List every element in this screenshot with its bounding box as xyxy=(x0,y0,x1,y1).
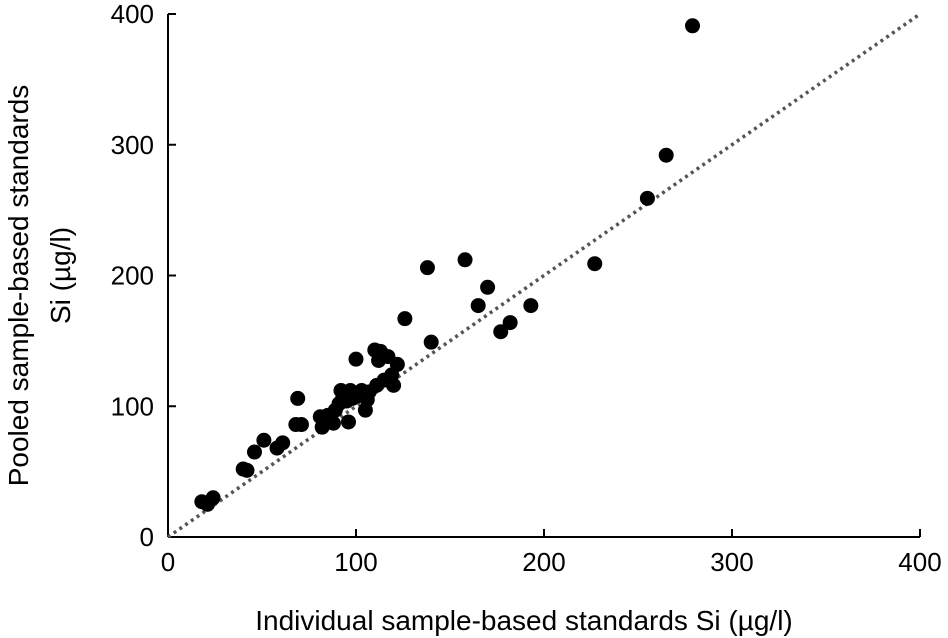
x-tick-label: 100 xyxy=(334,547,377,577)
data-point xyxy=(256,432,272,448)
data-point xyxy=(658,147,674,163)
data-point xyxy=(502,315,518,331)
y-tick-label: 400 xyxy=(111,0,154,29)
data-point xyxy=(348,351,364,367)
data-point xyxy=(314,419,330,435)
reference-line xyxy=(167,12,921,539)
data-point xyxy=(685,18,701,34)
x-tick-label: 200 xyxy=(522,547,565,577)
y-axis-label-line-1: Pooled sample-based standards xyxy=(3,85,34,487)
x-tick-label: 0 xyxy=(161,547,175,577)
data-point xyxy=(423,334,439,350)
x-tick-label: 300 xyxy=(710,547,753,577)
data-point xyxy=(325,415,341,431)
data-point xyxy=(290,390,306,406)
data-point xyxy=(639,190,655,206)
data-point xyxy=(523,298,539,314)
data-point xyxy=(293,417,309,433)
data-point xyxy=(493,324,509,340)
y-tick-label: 200 xyxy=(111,261,154,291)
y-tick-label: 0 xyxy=(140,522,154,552)
data-point xyxy=(205,490,221,506)
data-point xyxy=(470,298,486,314)
y-tick-label: 100 xyxy=(111,391,154,421)
data-point xyxy=(275,435,291,451)
data-point xyxy=(386,377,402,393)
data-point xyxy=(587,256,603,272)
data-point xyxy=(397,311,413,327)
data-point xyxy=(246,444,262,460)
data-point xyxy=(457,252,473,268)
x-axis-label: Individual sample-based standards Si (µg… xyxy=(255,605,793,636)
data-point xyxy=(419,260,435,276)
x-tick-label: 400 xyxy=(898,547,941,577)
data-point xyxy=(480,279,496,295)
y-tick-label: 300 xyxy=(111,130,154,160)
chart-marks: 0 100 200 300 400 0 100 200 300 400 Individual sam… xyxy=(3,0,942,636)
data-point xyxy=(340,414,356,430)
y-axis-label-line-2: Si (µg/l) xyxy=(45,227,76,324)
data-point xyxy=(239,462,255,478)
data-point xyxy=(389,356,405,372)
